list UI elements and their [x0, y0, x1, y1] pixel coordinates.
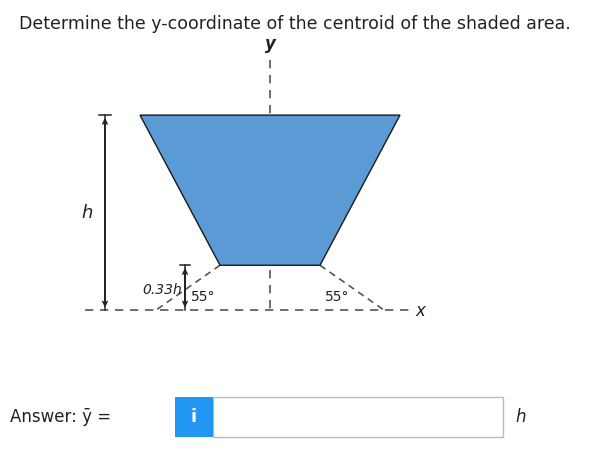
FancyBboxPatch shape [175, 397, 213, 437]
Text: x: x [415, 302, 425, 320]
Text: 55°: 55° [325, 290, 349, 304]
Text: h: h [81, 204, 93, 222]
Text: Answer: ȳ =: Answer: ȳ = [10, 408, 111, 426]
Text: 0.33h: 0.33h [142, 283, 182, 297]
Text: y: y [264, 35, 276, 53]
FancyBboxPatch shape [213, 397, 503, 437]
Text: Determine the y-coordinate of the centroid of the shaded area.: Determine the y-coordinate of the centro… [19, 15, 571, 33]
Text: 55°: 55° [191, 290, 215, 304]
Text: i: i [191, 408, 197, 426]
Text: h: h [515, 408, 526, 426]
Polygon shape [140, 115, 400, 265]
